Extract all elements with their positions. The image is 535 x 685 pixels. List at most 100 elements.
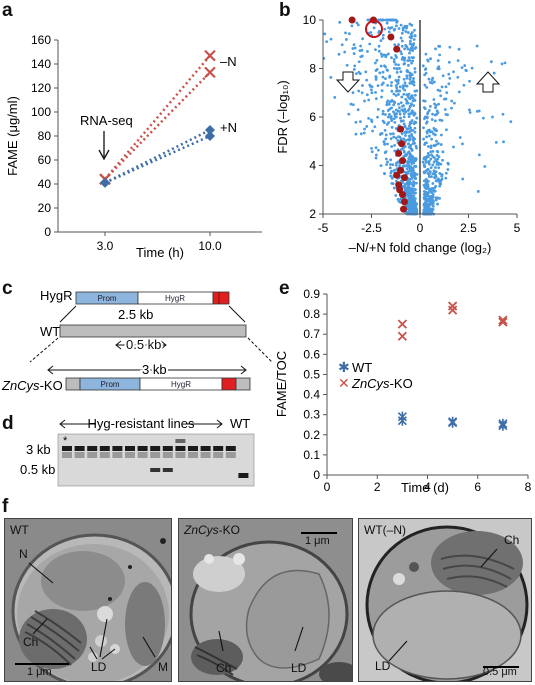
b-point: [509, 120, 513, 124]
b-point: [379, 39, 383, 42]
gel-band-3kb: [99, 446, 110, 451]
b-point: [422, 106, 426, 109]
b-point: [396, 81, 400, 85]
b-point: [392, 66, 396, 70]
b-point: [359, 132, 363, 136]
b-point: [458, 136, 462, 139]
b-point: [400, 147, 403, 151]
panel-e-legend: ✱ WT ✕ ZnCys-KO: [338, 359, 413, 391]
b-point: [425, 86, 429, 89]
b-point: [447, 60, 451, 64]
b-point: [403, 58, 406, 62]
b-point: [424, 184, 428, 188]
em2-title: ZnCys-KO: [184, 523, 241, 537]
b-point: [410, 61, 413, 65]
b-point: [391, 163, 395, 167]
b-point: [412, 158, 416, 161]
b-point: [408, 48, 412, 52]
gel-band-3kb: [112, 446, 123, 451]
b-point: [413, 28, 416, 32]
b-point: [450, 106, 453, 110]
b-point: [424, 187, 428, 191]
panel-label-b: b: [279, 0, 291, 21]
b-point: [392, 60, 396, 64]
a-xtick-label: 10.0: [198, 239, 222, 253]
b-point: [437, 161, 441, 165]
em-image-wt: WT N Ch LD M 1 μm: [4, 518, 172, 682]
b-point: [399, 197, 403, 201]
b-point: [381, 37, 385, 40]
e-point-ko: [447, 301, 458, 311]
b-point: [395, 56, 398, 59]
b-point: [457, 90, 461, 94]
b-point: [437, 178, 441, 182]
b-point: [396, 138, 400, 142]
b-point: [388, 166, 392, 170]
b-point: [405, 76, 409, 80]
b-highlight-point: [400, 198, 408, 206]
b-point: [423, 117, 426, 121]
panel-b-yticks: 2 4 6 8 10: [303, 13, 323, 221]
b-point: [428, 187, 432, 191]
hyg-lines-arrows: [59, 419, 223, 429]
b-point: [413, 130, 417, 134]
b-ytick-label: 6: [309, 110, 316, 124]
a-ytick-label: 0: [44, 225, 51, 239]
b-point: [325, 40, 329, 44]
b-point: [413, 126, 417, 130]
b-point: [395, 70, 399, 74]
b-point: [398, 106, 401, 110]
b-point: [393, 168, 396, 172]
b-point: [457, 47, 461, 51]
b-point: [414, 206, 418, 209]
b-point: [363, 127, 366, 131]
b-point: [406, 70, 410, 74]
b-point: [354, 120, 358, 124]
b-point: [398, 135, 402, 139]
b-point: [432, 132, 435, 136]
b-point: [352, 43, 356, 46]
a-marker: [100, 177, 110, 188]
b-point: [378, 71, 382, 75]
b-point: [383, 142, 386, 146]
gel-smear: [213, 452, 224, 458]
b-point: [410, 206, 413, 210]
gel-smear: [225, 452, 236, 458]
panel-e-xlabel: Time (d): [401, 480, 449, 495]
b-point: [400, 44, 404, 48]
panel-label-e: e: [279, 278, 290, 299]
b-point: [427, 175, 431, 179]
b-point: [435, 139, 438, 143]
b-point: [429, 150, 433, 154]
b-point: [395, 86, 399, 90]
b-point: [401, 104, 404, 108]
b-point: [438, 53, 442, 57]
panel-a-lines: [99, 49, 216, 188]
a-series-line: [104, 54, 211, 181]
b-point: [401, 26, 405, 30]
em-lipid-droplet: [97, 606, 113, 622]
b-point: [402, 122, 406, 126]
b-point: [406, 31, 410, 34]
a-ytick-label: 160: [31, 33, 51, 47]
panel-a-yticks: 0 20 40 60 80 100 120 140 160: [31, 33, 58, 239]
b-point: [381, 75, 385, 79]
b-point: [390, 125, 394, 129]
em3-label-ld: LD: [375, 659, 391, 673]
b-point: [365, 78, 369, 82]
b-point: [432, 169, 436, 173]
b-point: [404, 110, 408, 114]
b-point: [405, 153, 408, 157]
panel-a-chart: 0 20 40 60 80 100 120 140 160 3.0 10.0 Time (h) F…: [5, 33, 262, 260]
em3-chloroplast: [431, 531, 523, 595]
b-point: [383, 27, 387, 31]
gel-band-3kb: [87, 446, 98, 451]
b-point: [409, 102, 413, 106]
b-point: [461, 142, 464, 146]
b-point: [415, 146, 418, 150]
b-point: [393, 27, 397, 31]
b-point: [355, 21, 359, 25]
b-point: [468, 111, 472, 114]
b-point: [429, 130, 432, 134]
b-point: [361, 37, 365, 41]
